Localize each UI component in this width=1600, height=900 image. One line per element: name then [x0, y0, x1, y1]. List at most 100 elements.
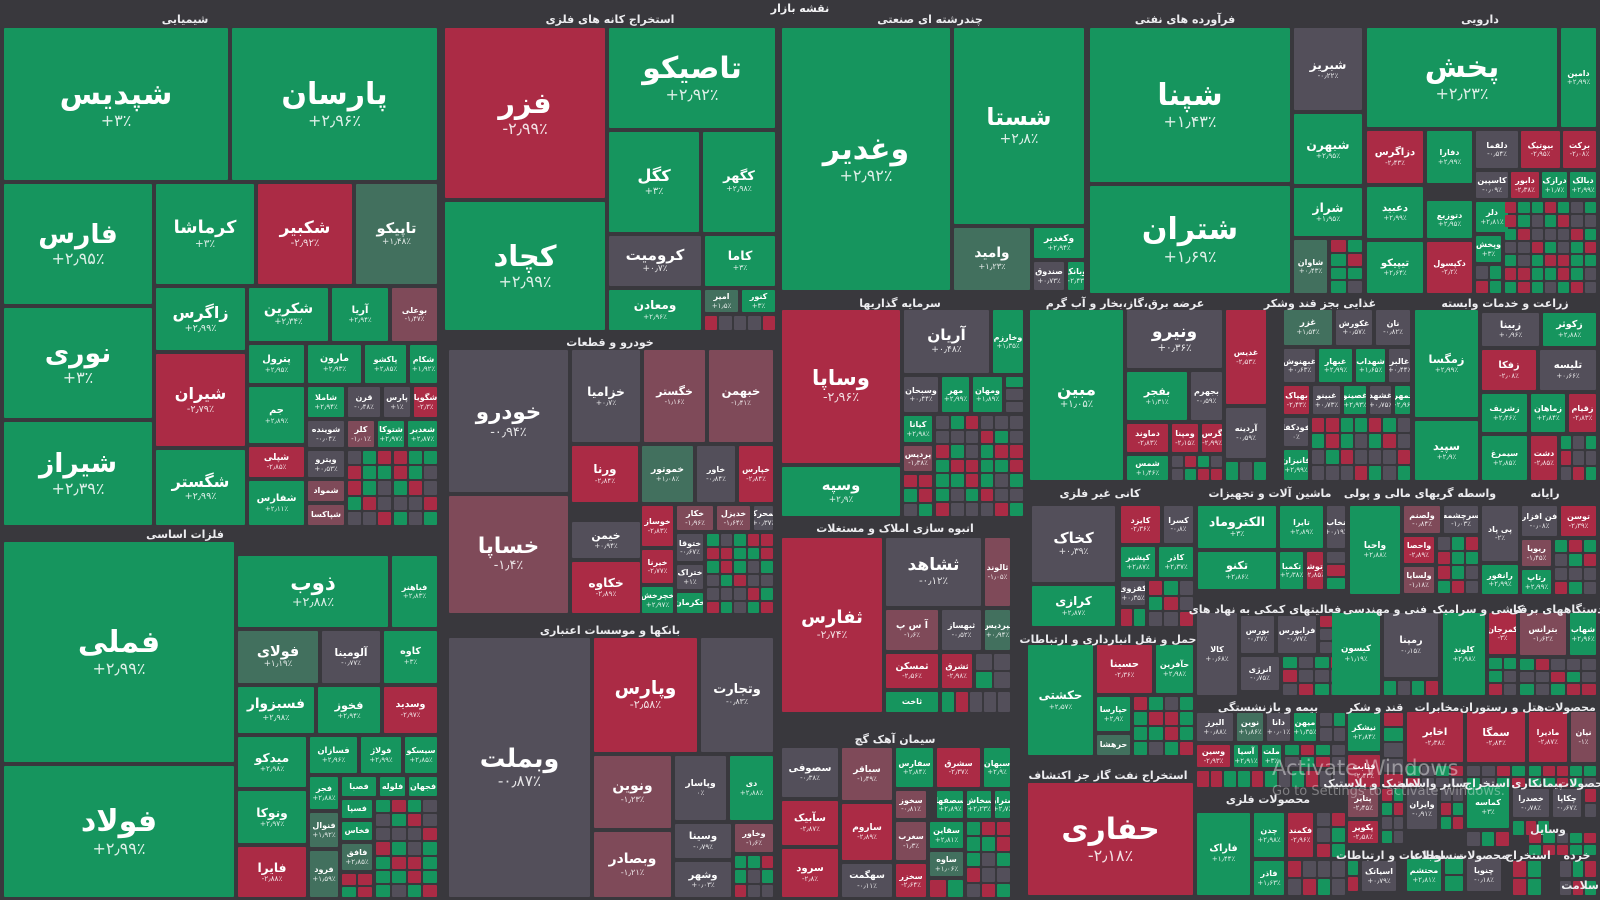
small-stock-tile[interactable] [1164, 612, 1178, 626]
small-stock-tile[interactable] [1210, 771, 1223, 787]
small-stock-tile[interactable] [1542, 766, 1555, 776]
stock-tile[interactable]: دماوند -۲٫۸۳٪ [1127, 424, 1168, 452]
stock-tile[interactable]: آ س پ -۱٫۶٪ [886, 610, 938, 650]
small-stock-tile[interactable] [1369, 450, 1382, 464]
small-stock-tile[interactable] [1551, 684, 1565, 695]
small-stock-tile[interactable] [1505, 241, 1517, 254]
small-stock-tile[interactable] [1531, 215, 1543, 227]
stock-tile[interactable]: حسینا -۲٫۳۶٪ [1097, 645, 1152, 693]
small-stock-tile[interactable] [407, 828, 422, 841]
stock-tile[interactable]: ستران+۲٫۷٪ [995, 791, 1010, 818]
small-stock-tile[interactable] [1525, 821, 1537, 835]
small-stock-tile[interactable] [1438, 566, 1450, 579]
small-stock-tile[interactable] [748, 316, 761, 330]
stock-tile[interactable]: حپارسا +۲٫۹٪ [1097, 697, 1130, 731]
small-stock-tile[interactable] [1556, 766, 1569, 776]
small-stock-tile[interactable] [1006, 377, 1023, 388]
stock-tile[interactable]: سمگا -۲٫۸۴٪ [1467, 712, 1525, 762]
small-stock-tile[interactable] [1571, 268, 1583, 280]
stock-tile[interactable]: گرس -۲٫۹۹٪ [1202, 424, 1222, 452]
stock-tile[interactable]: ورنا -۲٫۸۴٪ [572, 446, 638, 502]
small-stock-tile[interactable] [1453, 789, 1463, 801]
small-stock-tile[interactable] [408, 466, 422, 480]
small-stock-tile[interactable] [1382, 831, 1392, 843]
small-stock-tile[interactable] [1211, 469, 1222, 480]
small-stock-tile[interactable] [1320, 616, 1332, 627]
small-stock-tile[interactable] [1531, 268, 1543, 280]
small-stock-tile[interactable] [942, 692, 954, 712]
small-stock-tile[interactable] [1582, 684, 1596, 695]
small-stock-tile[interactable] [734, 588, 746, 600]
stock-tile[interactable]: فرود +۱٫۵۹٪ [310, 851, 338, 897]
stock-tile[interactable]: واحصا -۲٫۸۹٪ [1404, 537, 1434, 563]
small-stock-tile[interactable] [747, 588, 760, 600]
small-stock-tile[interactable] [1531, 255, 1543, 267]
small-stock-tile[interactable] [1316, 757, 1330, 767]
stock-tile[interactable]: ثاخت [886, 692, 938, 712]
stock-tile[interactable]: قثابت -۲٫۴۳٪ [1348, 755, 1380, 787]
small-stock-tile[interactable] [950, 503, 964, 516]
stock-tile[interactable]: ساروم -۲٫۸۹٪ [842, 804, 892, 860]
small-stock-tile[interactable] [1134, 742, 1148, 755]
small-stock-tile[interactable] [1570, 833, 1583, 843]
stock-tile[interactable]: دلقما -۰٫۵۴٪ [1476, 131, 1518, 168]
small-stock-tile[interactable] [1179, 727, 1193, 740]
small-stock-tile[interactable] [1331, 267, 1346, 280]
small-stock-tile[interactable] [997, 868, 1010, 882]
small-stock-tile[interactable] [936, 445, 949, 458]
small-stock-tile[interactable] [1320, 728, 1332, 741]
small-stock-tile[interactable] [1505, 228, 1517, 240]
small-stock-tile[interactable] [747, 574, 760, 586]
small-stock-tile[interactable] [1518, 281, 1530, 293]
small-stock-tile[interactable] [1347, 253, 1362, 266]
small-stock-tile[interactable] [976, 654, 992, 670]
small-stock-tile[interactable] [980, 503, 994, 516]
small-stock-tile[interactable] [1340, 418, 1353, 432]
small-stock-tile[interactable] [1535, 659, 1550, 670]
small-stock-tile[interactable] [1584, 766, 1596, 776]
small-stock-tile[interactable] [970, 692, 982, 712]
small-stock-tile[interactable] [1585, 466, 1596, 480]
stock-tile[interactable]: خساپا -۱٫۴٪ [449, 496, 568, 613]
stock-tile[interactable]: حفاری -۲٫۱۸٪ [1028, 783, 1193, 895]
small-stock-tile[interactable] [1384, 713, 1403, 727]
stock-tile[interactable]: رمپنا -۰٫۱۵٪ [1384, 613, 1438, 677]
small-stock-tile[interactable] [1278, 771, 1291, 787]
small-stock-tile[interactable] [1571, 228, 1583, 240]
small-stock-tile[interactable] [1306, 771, 1318, 787]
small-stock-tile[interactable] [761, 561, 773, 573]
small-stock-tile[interactable] [1452, 551, 1464, 564]
small-stock-tile[interactable] [393, 481, 407, 495]
stock-tile[interactable]: خوساز -۲٫۸۳٪ [642, 506, 673, 546]
small-stock-tile[interactable] [1573, 436, 1584, 450]
small-stock-tile[interactable] [1558, 228, 1570, 240]
small-stock-tile[interactable] [1584, 215, 1596, 227]
small-stock-tile[interactable] [1505, 268, 1517, 280]
small-stock-tile[interactable] [1317, 813, 1330, 827]
small-stock-tile[interactable] [363, 481, 377, 495]
stock-tile[interactable]: رتاپ +۲٫۹۹٪ [1522, 570, 1551, 594]
small-stock-tile[interactable] [1582, 659, 1596, 670]
small-stock-tile[interactable] [1283, 670, 1297, 682]
stock-tile[interactable]: ثبهساز -۰٫۵۲٪ [942, 610, 981, 650]
stock-tile[interactable]: وبصادر -۱٫۲۱٪ [594, 832, 671, 897]
small-stock-tile[interactable] [965, 474, 979, 487]
small-stock-tile[interactable] [1529, 845, 1541, 855]
stock-tile[interactable]: وغدیر +۲٫۹۲٪ [782, 28, 950, 290]
small-stock-tile[interactable] [393, 451, 407, 465]
small-stock-tile[interactable] [1558, 241, 1570, 254]
stock-tile[interactable]: فن افزار -۰٫۰۸٪ [1522, 506, 1557, 536]
small-stock-tile[interactable] [1299, 657, 1313, 669]
stock-tile[interactable]: تلیسه +۰٫۶۶٪ [1540, 350, 1596, 390]
small-stock-tile[interactable] [1466, 537, 1478, 550]
small-stock-tile[interactable] [1450, 777, 1463, 787]
small-stock-tile[interactable] [1010, 488, 1023, 502]
small-stock-tile[interactable] [423, 870, 437, 883]
small-stock-tile[interactable] [707, 601, 719, 613]
stock-tile[interactable]: کرازی +۲٫۸۷٪ [1032, 586, 1115, 626]
small-stock-tile[interactable] [1317, 861, 1331, 877]
small-stock-tile[interactable] [950, 416, 964, 429]
small-stock-tile[interactable] [1369, 418, 1382, 432]
small-stock-tile[interactable] [1383, 418, 1396, 432]
small-stock-tile[interactable] [1496, 832, 1509, 846]
